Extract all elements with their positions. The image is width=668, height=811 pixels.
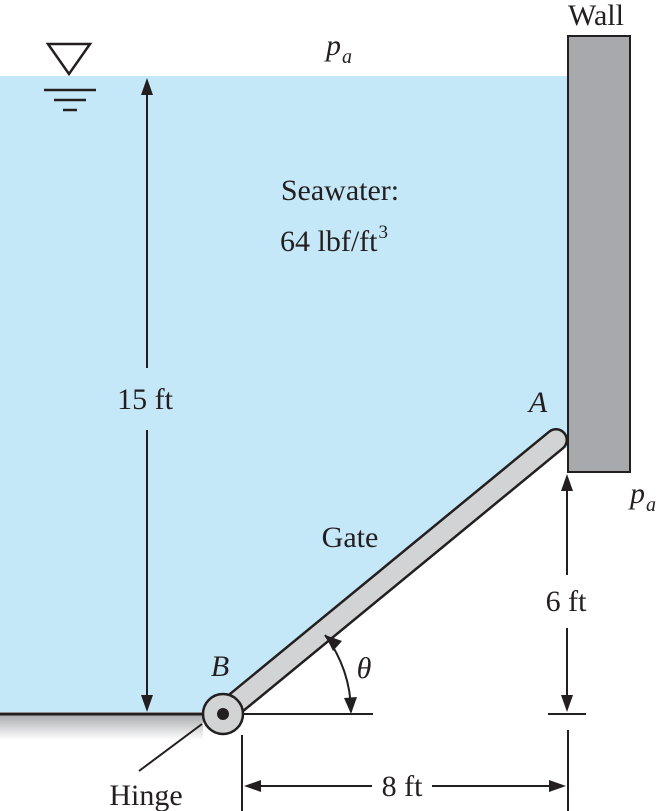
- pa-top-label: pa: [324, 29, 352, 68]
- fluid-name-label: Seawater:: [281, 174, 399, 207]
- theta-label: θ: [357, 652, 372, 685]
- point-a-label: A: [527, 386, 548, 419]
- seawater-region: [0, 76, 568, 712]
- hinge-pin-center: [217, 708, 229, 720]
- free-surface-symbol: [44, 42, 96, 112]
- fluid-weight-label: 64 lbf/ft3: [280, 222, 388, 258]
- depth-label: 15 ft: [117, 383, 173, 416]
- hinge-label: Hinge: [109, 779, 182, 811]
- wall-block: [567, 35, 631, 473]
- point-b-label: B: [211, 650, 229, 683]
- height-dimension: [548, 474, 586, 715]
- wall-label: Wall: [568, 0, 624, 32]
- ground-shading: [0, 714, 203, 740]
- gate-bar: [215, 430, 566, 722]
- horizontal-dimension: [241, 730, 569, 811]
- horizontal-label: 8 ft: [382, 770, 423, 803]
- ground-diagonal: [138, 723, 203, 772]
- height-label: 6 ft: [546, 585, 587, 618]
- theta-arc: [324, 634, 357, 714]
- depth-dimension: [141, 78, 153, 712]
- pa-right-label: pa: [628, 477, 656, 516]
- gate-label: Gate: [322, 521, 379, 554]
